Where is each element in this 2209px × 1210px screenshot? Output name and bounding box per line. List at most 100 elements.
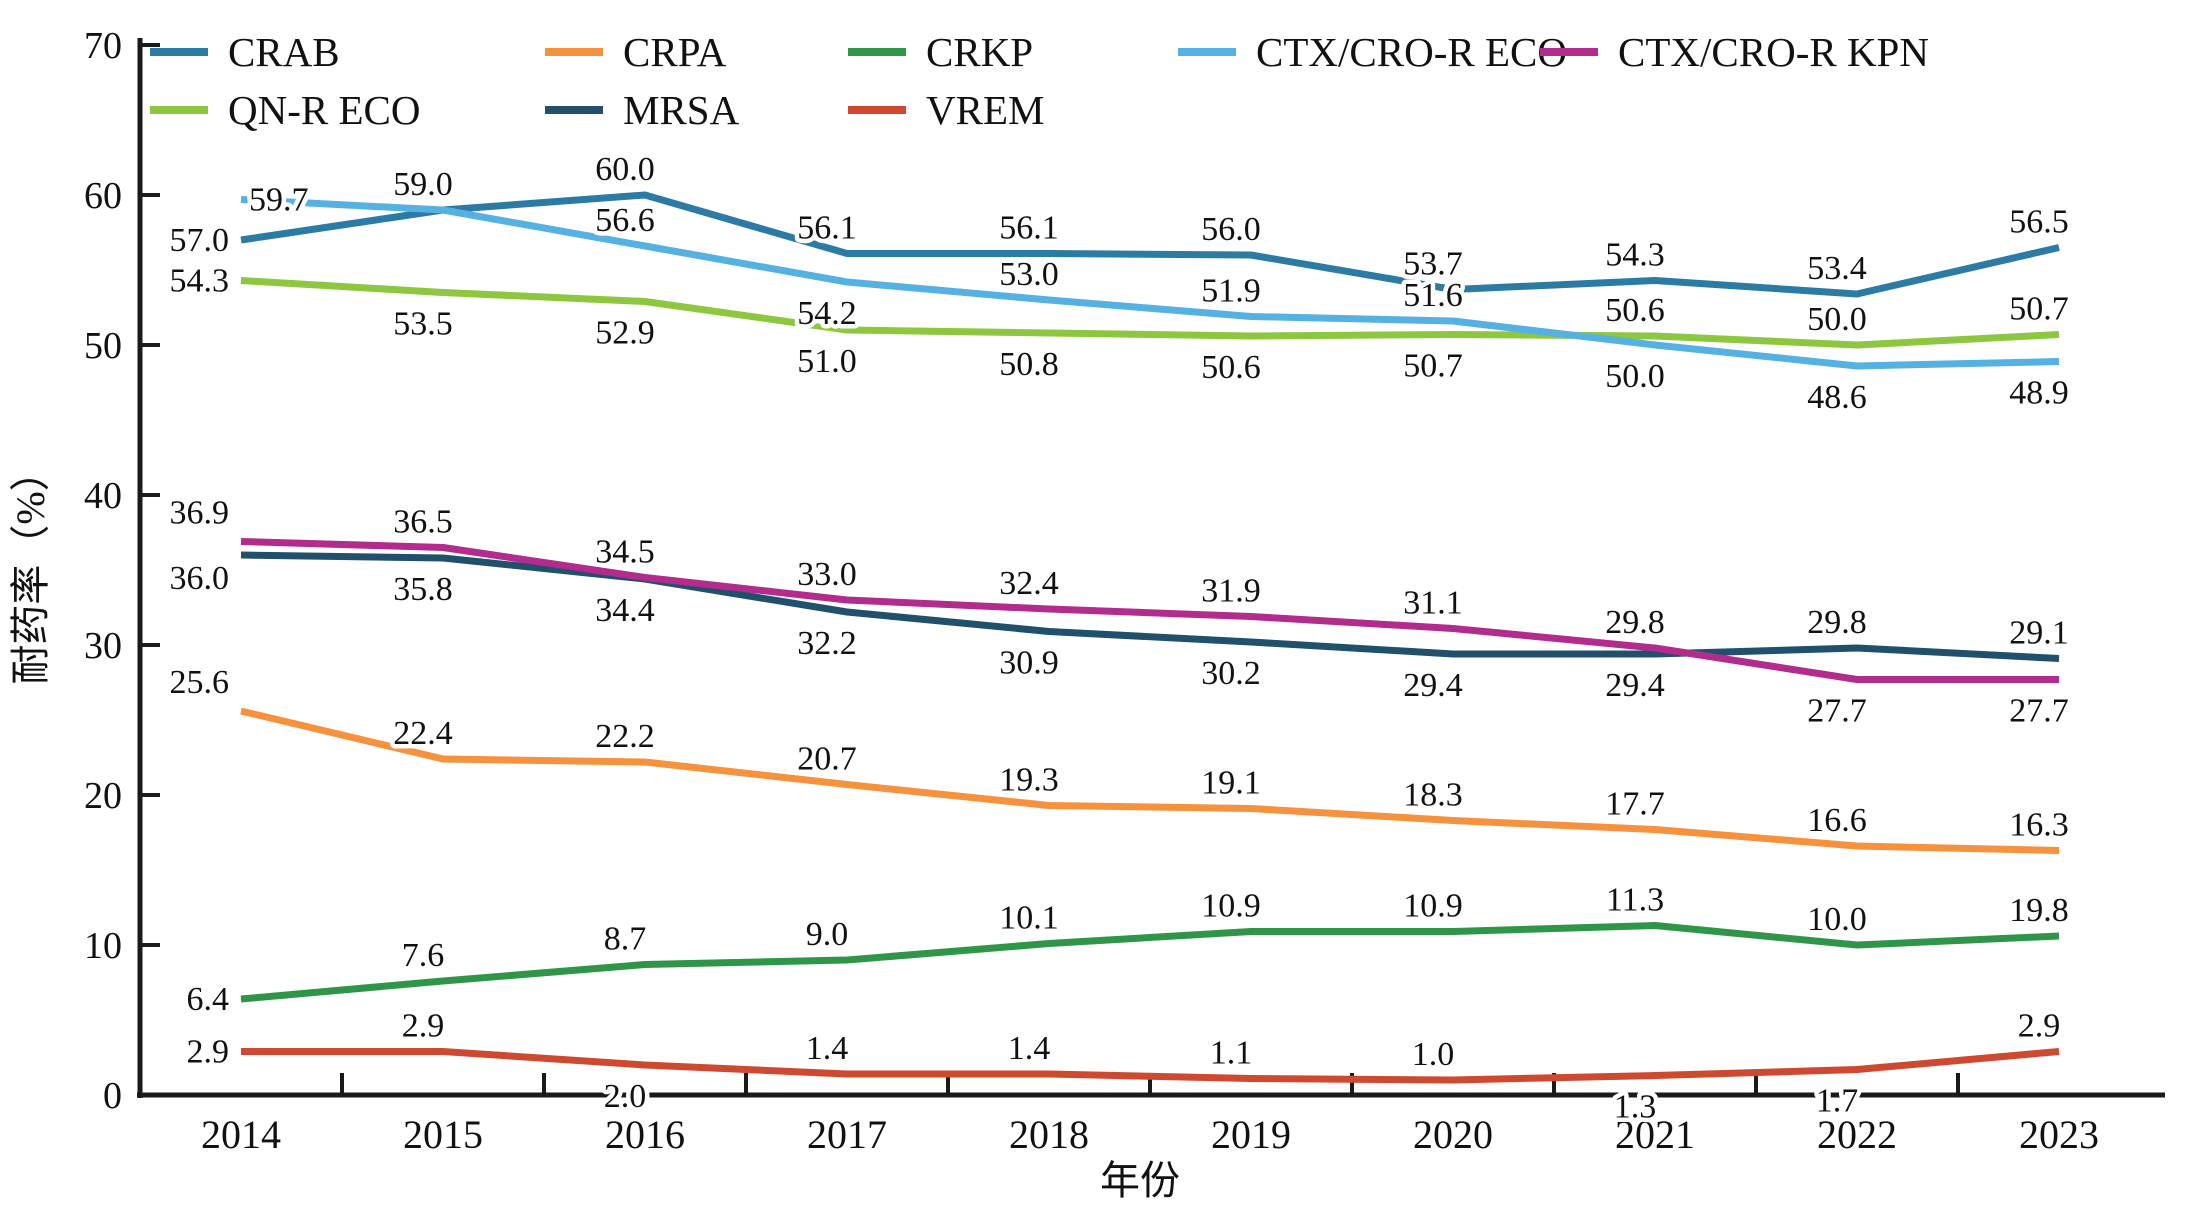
data-label-CTX/CRO-R KPN-2018: 32.4 [999, 565, 1059, 602]
data-label-MRSA-2016: 34.4 [595, 592, 655, 629]
data-label-CRAB-2019: 56.0 [1201, 211, 1261, 248]
data-label-QN-R ECO-2015: 53.5 [393, 306, 453, 343]
data-label-CRAB-2021: 54.3 [1605, 237, 1665, 274]
legend-swatch [848, 106, 906, 114]
data-label-CTX/CRO-R ECO-2019: 51.9 [1201, 273, 1261, 310]
data-label-VREM-2017: 1.4 [806, 1030, 849, 1067]
data-label-CRAB-2015: 59.0 [393, 166, 453, 203]
y-tick-label: 50 [84, 325, 122, 367]
series-line-CTX/CRO-R ECO [240, 196, 2060, 370]
data-label-CRKP-2017: 9.0 [806, 916, 849, 953]
legend-item-CTX/CRO-R ECO: CTX/CRO-R ECO [1178, 28, 1567, 76]
data-label-QN-R ECO-2021: 50.6 [1605, 292, 1665, 329]
x-tick-label: 2018 [1009, 1112, 1089, 1157]
data-label-CRAB-2017: 56.1 [797, 210, 857, 247]
x-tick-label: 2020 [1413, 1112, 1493, 1157]
data-label-CRKP-2019: 10.9 [1201, 888, 1261, 925]
data-label-VREM-2016: 2.0 [604, 1078, 647, 1115]
legend-item-MRSA: MRSA [545, 86, 739, 134]
data-label-CTX/CRO-R ECO-2018: 53.0 [999, 256, 1059, 293]
series-line-CTX/CRO-R KPN [240, 538, 2059, 683]
series-line-CRPA [240, 707, 2060, 854]
x-axis-title: 年份 [1100, 1158, 1180, 1203]
data-label-QN-R ECO-2022: 50.0 [1807, 301, 1867, 338]
data-label-MRSA-2022: 29.8 [1807, 604, 1867, 641]
data-label-CRAB-2018: 56.1 [999, 210, 1059, 247]
legend-item-CRPA: CRPA [545, 28, 726, 76]
data-label-CRPA-2022: 16.6 [1807, 802, 1867, 839]
legend-swatch [545, 48, 603, 56]
y-axis-title: 耐药率（%） [8, 451, 53, 684]
axes: 0 10 20 30 40 50 60 70 2014 2015 2016 2017 2018 2019 2… [84, 25, 2165, 1157]
x-tick-label: 2016 [605, 1112, 685, 1157]
data-label-CTX/CRO-R ECO-2017: 54.2 [797, 295, 857, 332]
data-label-CRKP-2023: 19.8 [2009, 892, 2069, 929]
data-label-MRSA-2017: 32.2 [797, 625, 857, 662]
data-label-CTX/CRO-R KPN-2020: 31.1 [1403, 585, 1463, 622]
data-label-QN-R ECO-2014: 54.3 [170, 263, 230, 300]
legend-swatch [1540, 48, 1598, 56]
legend-item-CRKP: CRKP [848, 28, 1033, 76]
y-tick-label: 30 [84, 625, 122, 667]
y-tick-label: 10 [84, 925, 122, 967]
y-tick-label: 40 [84, 475, 122, 517]
data-label-CRPA-2017: 20.7 [797, 741, 857, 778]
y-tick-label: 60 [84, 175, 122, 217]
legend-item-QN-R ECO: QN-R ECO [150, 86, 420, 134]
data-label-MRSA-2015: 35.8 [393, 571, 453, 608]
data-label-VREM-2014: 2.9 [187, 1034, 230, 1071]
x-tick-label: 2023 [2019, 1112, 2099, 1157]
series-lines [240, 191, 2060, 1084]
data-label-CRPA-2023: 16.3 [2009, 807, 2069, 844]
data-label-CRPA-2015: 22.4 [393, 715, 453, 752]
series-line-VREM [241, 1048, 2060, 1084]
data-label-CTX/CRO-R KPN-2015: 36.5 [393, 504, 453, 541]
series-line-MRSA [240, 551, 2060, 662]
data-label-CRPA-2018: 19.3 [999, 762, 1059, 799]
x-tick-label: 2015 [403, 1112, 483, 1157]
x-tick-label: 2019 [1211, 1112, 1291, 1157]
data-label-CTX/CRO-R KPN-2019: 31.9 [1201, 573, 1261, 610]
data-label-QN-R ECO-2018: 50.8 [999, 346, 1059, 383]
series-line-CRKP [240, 922, 2060, 1003]
data-label-CRKP-2022: 10.0 [1807, 901, 1867, 938]
legend-label: CRPA [623, 28, 727, 75]
data-label-CRAB-2022: 53.4 [1807, 250, 1867, 287]
data-label-MRSA-2018: 30.9 [999, 645, 1059, 682]
data-label-VREM-2023: 2.9 [2018, 1008, 2061, 1045]
data-label-CTX/CRO-R KPN-2021: 29.8 [1605, 604, 1665, 641]
legend-label: VREM [926, 86, 1045, 133]
data-label-CTX/CRO-R KPN-2022: 27.7 [1807, 693, 1867, 730]
data-label-MRSA-2014: 36.0 [170, 560, 230, 597]
data-label-CRPA-2016: 22.2 [595, 718, 655, 755]
data-label-CTX/CRO-R ECO-2016: 56.6 [595, 202, 655, 239]
data-label-QN-R ECO-2020: 50.7 [1403, 348, 1463, 385]
data-label-VREM-2019: 1.1 [1210, 1035, 1253, 1072]
data-label-CRPA-2020: 18.3 [1403, 777, 1463, 814]
series-line-CRAB [240, 191, 2060, 298]
legend-swatch [1178, 48, 1236, 56]
legend-label: CRKP [926, 28, 1034, 75]
legend-item-CTX/CRO-R KPN: CTX/CRO-R KPN [1540, 28, 1929, 76]
data-label-VREM-2020: 1.0 [1412, 1036, 1455, 1073]
data-labels: 57.0 59.0 60.0 56.1 56.1 56.0 53.7 54.3 53.4 56.5… [165, 147, 2073, 1131]
data-label-CTX/CRO-R KPN-2017: 33.0 [797, 556, 857, 593]
data-label-CRKP-2021: 11.3 [1606, 882, 1664, 919]
data-label-CRAB-2014: 57.0 [170, 222, 230, 259]
data-label-CRPA-2019: 19.1 [1201, 765, 1261, 802]
data-label-VREM-2022: 1.7 [1816, 1083, 1859, 1120]
data-label-QN-R ECO-2017: 51.0 [797, 343, 857, 380]
legend-swatch [848, 48, 906, 56]
legend-item-CRAB: CRAB [150, 28, 340, 76]
legend-item-VREM: VREM [848, 86, 1044, 134]
data-label-CTX/CRO-R KPN-2023: 27.7 [2009, 693, 2069, 730]
data-label-VREM-2021: 1.3 [1614, 1089, 1657, 1126]
data-label-CTX/CRO-R ECO-2021: 50.0 [1605, 358, 1665, 395]
x-tick-label: 2014 [201, 1112, 281, 1157]
y-tick-label: 70 [84, 25, 122, 67]
series-line-QN-R ECO [240, 277, 2060, 349]
y-tick-label: 0 [103, 1075, 122, 1117]
data-label-CRKP-2018: 10.1 [999, 900, 1059, 937]
data-label-MRSA-2019: 30.2 [1201, 655, 1261, 692]
data-label-CTX/CRO-R ECO-2014: 59.7 [249, 182, 309, 219]
